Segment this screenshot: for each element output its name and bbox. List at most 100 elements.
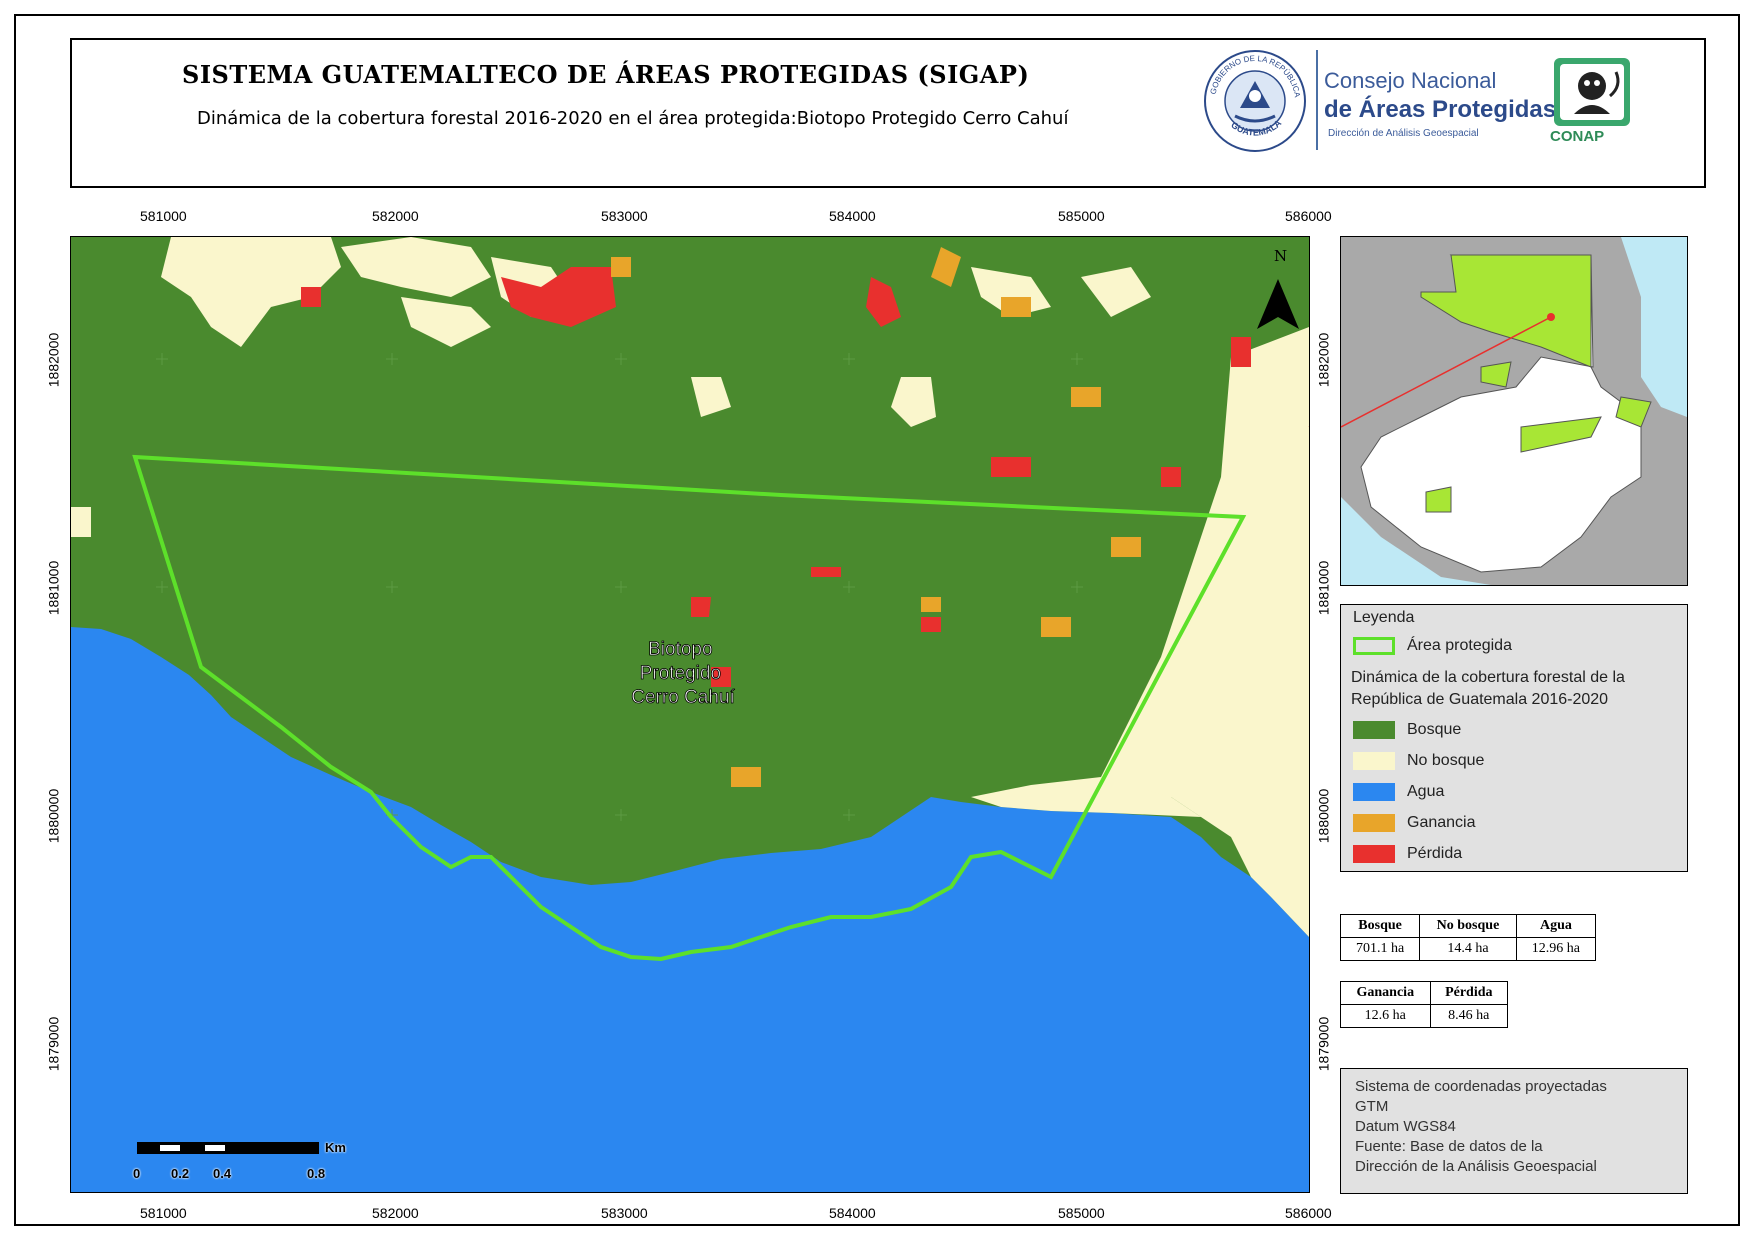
stats-header: Agua — [1515, 914, 1597, 938]
legend-label: Ganancia — [1407, 814, 1476, 831]
coord-info-line: Datum WGS84 — [1355, 1118, 1456, 1135]
water-area — [71, 627, 1309, 1192]
page-subtitle: Dinámica de la cobertura forestal 2016-2… — [197, 108, 1069, 129]
legend-swatch — [1353, 814, 1395, 832]
inset-protected-patch — [1480, 361, 1512, 388]
scale-label: 0.4 — [213, 1166, 232, 1181]
area-label-line: Protegido — [640, 663, 721, 684]
legend-panel: Leyenda Área protegida Dinámica de la co… — [1340, 604, 1688, 872]
conap-logo-label: CONAP — [1550, 128, 1605, 145]
legend-label: No bosque — [1407, 752, 1485, 769]
x-tick-top: 582000 — [372, 208, 419, 224]
legend-swatch — [1353, 783, 1395, 801]
legend-label: Bosque — [1407, 721, 1462, 738]
protected-area-boundary[interactable] — [132, 454, 1247, 962]
scale-label: 0 — [133, 1166, 141, 1181]
non-forest-east — [1101, 327, 1309, 937]
legend-item-ganancia: Ganancia — [1353, 814, 1476, 832]
y-tick-left: 1882000 — [45, 332, 62, 388]
stats-value: 14.4 ha — [1419, 937, 1517, 961]
x-tick-bottom: 581000 — [140, 1205, 187, 1221]
area-label: Biotopo Protegido Cerro Cahuí — [631, 639, 735, 708]
header-divider — [1316, 50, 1318, 150]
org-name-line1: Consejo Nacional — [1324, 68, 1497, 93]
y-tick-left: 1879000 — [45, 1016, 62, 1072]
map-canvas: Biotopo Protegido Cerro Cahuí N — [71, 237, 1309, 1192]
x-tick-top: 584000 — [829, 208, 876, 224]
x-tick-top: 585000 — [1058, 208, 1105, 224]
stats-header: Ganancia — [1340, 981, 1431, 1005]
stats-value: 12.6 ha — [1340, 1004, 1431, 1028]
loss-patches — [301, 267, 1251, 687]
inset-locator-map[interactable] — [1340, 236, 1688, 586]
stats-header: Pérdida — [1429, 981, 1509, 1005]
coordinate-info-panel: Sistema de coordenadas proyectadas GTM D… — [1340, 1068, 1688, 1194]
y-tick-right: 1882000 — [1315, 332, 1332, 388]
legend-item-no-bosque: No bosque — [1353, 752, 1484, 770]
page-title: SISTEMA GUATEMALTECO DE ÁREAS PROTEGIDAS… — [182, 60, 1030, 89]
legend-swatch — [1353, 721, 1395, 739]
inset-sea-south — [1341, 497, 1491, 585]
inset-protected-patch — [1615, 396, 1652, 428]
x-tick-top: 581000 — [140, 208, 187, 224]
conap-logo-icon — [1554, 58, 1630, 126]
y-tick-right: 1879000 — [1315, 1016, 1332, 1072]
x-tick-bottom: 584000 — [829, 1205, 876, 1221]
org-department: Dirección de Análisis Geoespacial — [1328, 128, 1479, 139]
scale-unit: Km — [325, 1140, 346, 1155]
stats-header: No bosque — [1419, 914, 1517, 938]
inset-sea-east — [1621, 237, 1687, 417]
inset-protected-north — [1420, 254, 1592, 368]
x-tick-bottom: 582000 — [372, 1205, 419, 1221]
x-tick-bottom: 586000 — [1285, 1205, 1332, 1221]
legend-title: Leyenda — [1353, 609, 1415, 626]
north-arrow-icon: N — [1257, 247, 1299, 329]
coord-info-line: Sistema de coordenadas proyectadas — [1355, 1078, 1607, 1095]
inset-protected-patch — [1520, 416, 1602, 453]
stats-table-cover: Bosque No bosque Agua 701.1 ha 14.4 ha 1… — [1339, 914, 1597, 961]
outer-frame — [14, 14, 1740, 1226]
x-tick-bottom: 585000 — [1058, 1205, 1105, 1221]
scale-bar-graphic — [137, 1142, 319, 1154]
coord-info-line: Dirección de la Análisis Geoespacial — [1355, 1158, 1597, 1175]
header-panel: SISTEMA GUATEMALTECO DE ÁREAS PROTEGIDAS… — [70, 38, 1706, 188]
legend-dynamics-title: Dinámica de la cobertura forestal de la … — [1351, 669, 1625, 708]
area-label-line: Cerro Cahuí — [631, 687, 735, 708]
legend-swatch — [1353, 752, 1395, 770]
stats-table-change: Ganancia Pérdida 12.6 ha 8.46 ha — [1340, 981, 1509, 1028]
north-label: N — [1274, 247, 1287, 265]
y-tick-left: 1881000 — [45, 560, 62, 616]
x-tick-top: 586000 — [1285, 208, 1332, 224]
org-name-line2: de Áreas Protegidas — [1324, 96, 1557, 123]
legend-swatch — [1353, 637, 1395, 655]
coord-info-line: GTM — [1355, 1098, 1389, 1115]
legend-item-bosque: Bosque — [1353, 721, 1461, 739]
main-map[interactable]: Biotopo Protegido Cerro Cahuí N Km 0 0.2… — [70, 236, 1310, 1193]
stats-value: 12.96 ha — [1515, 937, 1597, 961]
non-forest-coast — [971, 777, 1201, 817]
stats-value: 8.46 ha — [1429, 1004, 1509, 1028]
gain-patches — [611, 247, 1141, 787]
y-tick-right: 1881000 — [1315, 560, 1332, 616]
legend-swatch — [1353, 845, 1395, 863]
y-tick-left: 1880000 — [45, 788, 62, 844]
coord-info-line: Fuente: Base de datos de la — [1355, 1138, 1543, 1155]
inset-map-canvas — [1341, 237, 1687, 585]
stats-value: 701.1 ha — [1339, 937, 1421, 961]
legend-label: Agua — [1407, 783, 1445, 800]
y-tick-right: 1880000 — [1315, 788, 1332, 844]
legend-item-agua: Agua — [1353, 783, 1444, 801]
x-tick-top: 583000 — [601, 208, 648, 224]
inset-connector — [1341, 316, 1552, 428]
legend-label: Pérdida — [1407, 845, 1463, 862]
legend-item-protected-area: Área protegida — [1353, 637, 1512, 655]
grid-marks — [156, 353, 1083, 821]
x-tick-bottom: 583000 — [601, 1205, 648, 1221]
legend-label: Área protegida — [1407, 637, 1512, 654]
scale-label: 0.2 — [171, 1166, 190, 1181]
scale-label: 0.8 — [307, 1166, 326, 1181]
legend-item-perdida: Pérdida — [1353, 845, 1462, 863]
stats-header: Bosque — [1339, 914, 1421, 938]
area-label-line: Biotopo — [648, 639, 712, 660]
scale-bar: Km 0 0.2 0.4 0.8 — [133, 1140, 377, 1181]
